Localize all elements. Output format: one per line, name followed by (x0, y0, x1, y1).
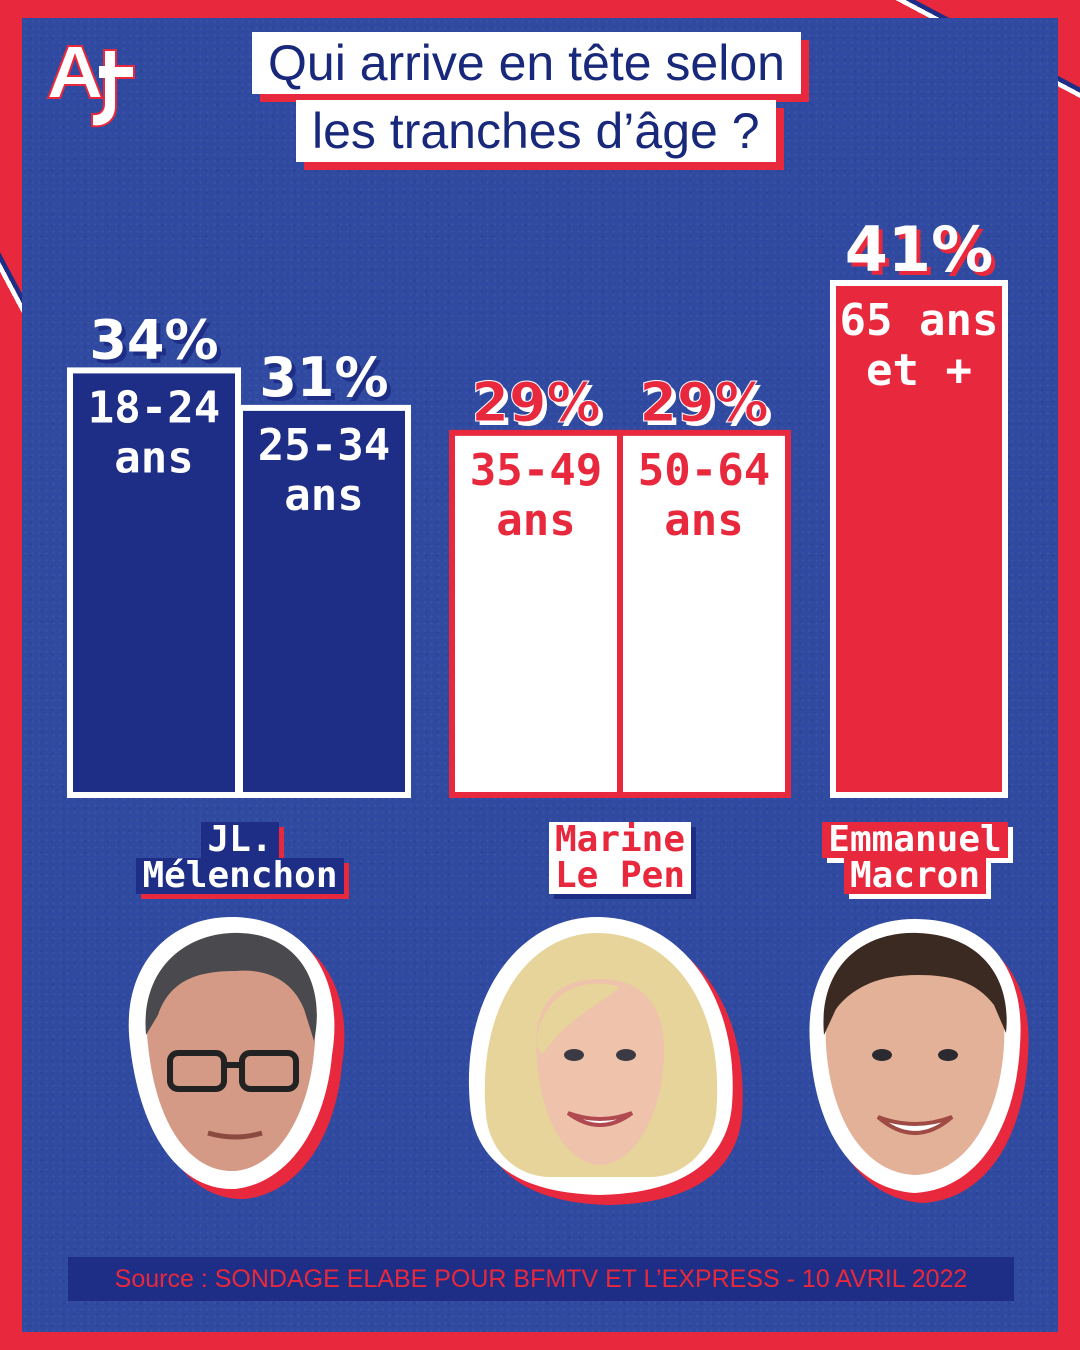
value-label-shadow-0: 34% (93, 312, 222, 375)
value-label-1: 31% (259, 346, 388, 409)
bar-1 (237, 404, 411, 798)
candidate-name-melenchon-line1: JL. (201, 822, 279, 858)
value-label-shadow-4: 41% (849, 217, 997, 290)
le-pen-portrait (468, 916, 743, 1205)
value-label-shadow-2: 29% (475, 375, 604, 438)
value-label-shadow-1: 31% (263, 350, 392, 413)
bar-2 (449, 429, 623, 798)
candidate-name-macron-line1: Emmanuel (822, 822, 1008, 858)
bar-label-1-line-1: ans (284, 470, 363, 521)
value-label-0: 34% (89, 308, 218, 371)
value-label-4: 41% (845, 213, 993, 286)
bar-label-4-line-0: 65 ans (840, 295, 999, 346)
candidate-name-le-pen-line1: Marine (548, 822, 692, 858)
candidate-name-melenchon-line2: Mélenchon (136, 858, 344, 894)
value-label-3: 29% (639, 371, 768, 434)
macron-portrait (809, 919, 1029, 1203)
melenchon-portrait (128, 916, 345, 1200)
candidate-name-macron: Emmanuel Macron (785, 822, 1045, 894)
candidate-name-le-pen: Marine Le Pen (500, 822, 740, 894)
bar-4 (830, 280, 1008, 798)
bar-label-4-line-1: et + (866, 345, 972, 396)
aj-plus-logo (46, 45, 135, 128)
candidate-name-melenchon: JL. Mélenchon (110, 822, 370, 894)
bar-label-3-line-1: ans (664, 495, 743, 546)
bar-label-2-line-0: 35-49 (470, 445, 602, 496)
source-note: Source : SONDAGE ELABE POUR BFMTV ET L’E… (68, 1257, 1014, 1301)
value-label-shadow-3: 29% (643, 375, 772, 438)
bar-label-0-line-0: 18-24 (88, 382, 220, 433)
candidate-name-le-pen-line2: Le Pen (548, 858, 692, 894)
candidate-name-macron-line2: Macron (843, 858, 987, 894)
bar-label-3-line-0: 50-64 (638, 445, 770, 496)
bar-label-1-line-0: 25-34 (258, 420, 390, 471)
bar-label-0-line-1: ans (114, 432, 193, 483)
value-label-2: 29% (471, 371, 600, 434)
title-line-1: Qui arrive en tête selon (252, 32, 801, 94)
bar-label-2-line-1: ans (496, 495, 575, 546)
bar-3 (617, 429, 791, 798)
title-line-2: les tranches d’âge ? (296, 100, 776, 162)
